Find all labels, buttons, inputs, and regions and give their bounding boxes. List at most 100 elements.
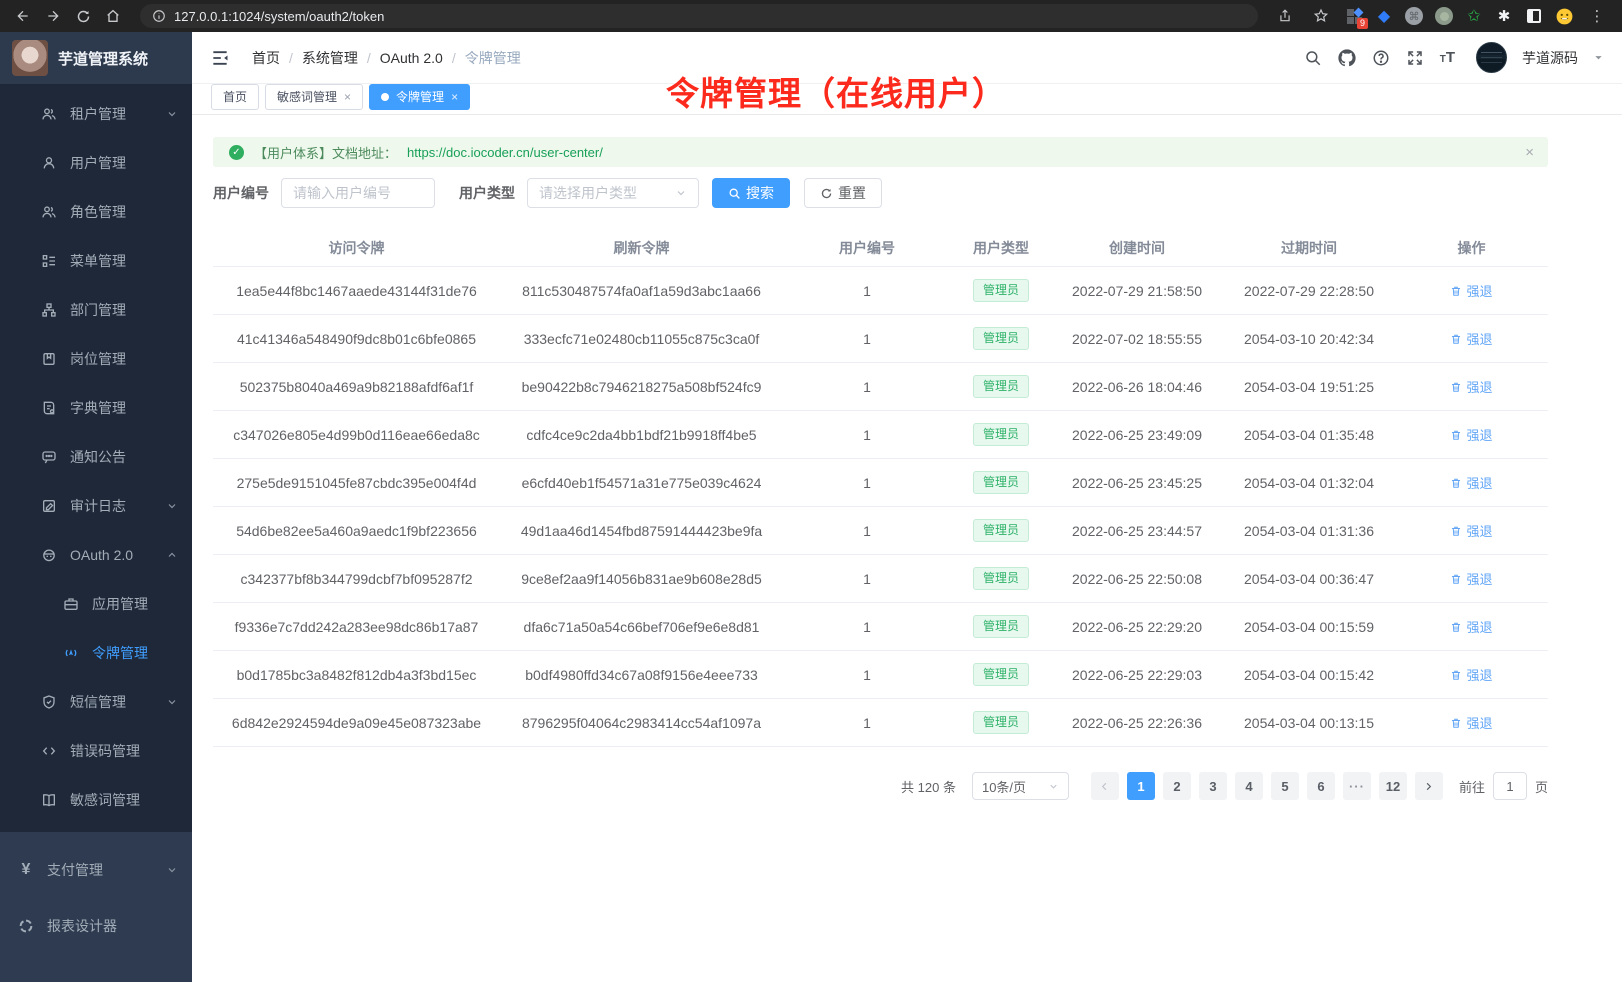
chevron-down-icon	[166, 500, 178, 512]
user-type-badge: 管理员	[972, 375, 1029, 398]
alert-text: 【用户体系】文档地址：	[254, 145, 398, 161]
expires-at-cell: 2022-07-29 22:28:50	[1244, 282, 1374, 299]
github-icon[interactable]	[1338, 48, 1357, 67]
sidebar-item-menu[interactable]: 菜单管理	[0, 236, 192, 285]
close-icon[interactable]: ×	[344, 89, 352, 104]
sidebar-item-dict[interactable]: 字典管理	[0, 383, 192, 432]
sidebar-toggle-icon[interactable]	[1524, 6, 1544, 26]
breadcrumb-system[interactable]: 系统管理	[301, 49, 358, 66]
force-logout-button[interactable]: 强退	[1450, 569, 1493, 588]
sidebar-item-oauth2[interactable]: OAuth 2.0	[0, 530, 192, 579]
page-unit-label: 页	[1534, 779, 1548, 795]
sidebar-item-tenant[interactable]: 租户管理	[0, 89, 192, 138]
page-button-5[interactable]: 5	[1270, 772, 1299, 800]
sidebar-item-sensitive-word[interactable]: 敏感词管理	[0, 775, 192, 824]
breadcrumb-oauth2[interactable]: OAuth 2.0	[379, 49, 443, 66]
force-logout-button[interactable]: 强退	[1450, 665, 1493, 684]
share-icon[interactable]	[1272, 3, 1298, 29]
sidebar-item-dept[interactable]: 部门管理	[0, 285, 192, 334]
trash-icon	[1452, 382, 1461, 392]
breadcrumb: 首页 / 系统管理 / OAuth 2.0 / 令牌管理	[252, 48, 521, 68]
reload-icon[interactable]	[70, 3, 96, 29]
doc-link[interactable]: https://doc.iocoder.cn/user-center/	[407, 144, 603, 160]
sidebar-item-pay[interactable]: ¥ 支付管理	[0, 842, 192, 898]
page-button-12[interactable]: 12	[1378, 772, 1407, 800]
sidebar-item-role[interactable]: 角色管理	[0, 187, 192, 236]
created-at-cell: 2022-06-25 22:26:36	[1072, 714, 1202, 731]
close-icon[interactable]: ×	[451, 89, 459, 104]
address-bar[interactable]: 127.0.0.1:1024/system/oauth2/token	[140, 4, 1258, 28]
reset-button[interactable]: 重置	[804, 178, 882, 208]
force-logout-button[interactable]: 强退	[1450, 329, 1493, 348]
sidebar-item-errcode[interactable]: 错误码管理	[0, 726, 192, 775]
profile-emoji-icon[interactable]	[1554, 6, 1574, 26]
search-icon[interactable]	[1304, 48, 1323, 67]
alert-close-icon[interactable]: ×	[1525, 143, 1534, 161]
user-type-badge: 管理员	[972, 519, 1029, 542]
back-icon[interactable]	[10, 3, 36, 29]
page-button-1[interactable]: 1	[1126, 772, 1155, 800]
force-logout-button[interactable]: 强退	[1450, 713, 1493, 732]
column-header: 过期时间	[1281, 239, 1337, 256]
user-id-input[interactable]	[281, 178, 435, 208]
avatar[interactable]	[1476, 42, 1507, 73]
action-cell: 强退	[1395, 425, 1548, 444]
extension-star-icon[interactable]: ✩	[1467, 8, 1481, 25]
sidebar-item-oauth2-app[interactable]: 应用管理	[0, 579, 192, 628]
badge-icon	[41, 351, 57, 367]
table-row: c342377bf8b344799dcbf7bf095287f2 9ce8ef2…	[213, 555, 1548, 603]
refresh-token-cell: e6cfd40eb1f54571a31e775e039c4624	[521, 474, 762, 491]
tab-home[interactable]: 首页	[211, 83, 260, 110]
user-type-cell: 管理员	[951, 711, 1051, 734]
access-token-cell: f9336e7c7dd242a283ee98dc86b17a87	[234, 618, 479, 635]
force-logout-button[interactable]: 强退	[1450, 617, 1493, 636]
extension-pinwheel-icon[interactable]: ✱	[1497, 8, 1511, 25]
chevron-down-icon[interactable]	[1593, 52, 1604, 63]
force-logout-button[interactable]: 强退	[1450, 425, 1493, 444]
site-info-icon[interactable]	[152, 9, 166, 23]
sidebar-item-audit-log[interactable]: 审计日志	[0, 481, 192, 530]
action-cell: 强退	[1395, 569, 1548, 588]
force-logout-button[interactable]: 强退	[1450, 281, 1493, 300]
sidebar-item-notice[interactable]: 通知公告	[0, 432, 192, 481]
breadcrumb-home[interactable]: 首页	[252, 49, 280, 66]
page-button-4[interactable]: 4	[1234, 772, 1263, 800]
bookmark-star-icon[interactable]	[1308, 3, 1334, 29]
extension-grid-icon[interactable]: 9	[1344, 6, 1368, 29]
column-header: 操作	[1457, 239, 1486, 256]
next-page-button[interactable]	[1414, 772, 1443, 800]
sidebar-item-post[interactable]: 岗位管理	[0, 334, 192, 383]
app-logo[interactable]: 芋道管理系统	[0, 32, 192, 84]
refresh-token-cell: b0df4980ffd34c67a08f9156e4eee733	[525, 666, 758, 683]
home-icon[interactable]	[100, 3, 126, 29]
force-logout-button[interactable]: 强退	[1450, 521, 1493, 540]
sidebar-item-report-designer[interactable]: 报表设计器	[0, 898, 192, 954]
force-logout-button[interactable]: 强退	[1450, 473, 1493, 492]
user-type-select[interactable]: 请选择用户类型	[527, 178, 699, 208]
page-button-3[interactable]: 3	[1198, 772, 1227, 800]
force-logout-button[interactable]: 强退	[1450, 377, 1493, 396]
sidebar-item-oauth2-token[interactable]: 令牌管理	[0, 628, 192, 677]
font-size-icon[interactable]: TT	[1439, 48, 1455, 66]
sidebar-item-user[interactable]: 用户管理	[0, 138, 192, 187]
tab-token[interactable]: 令牌管理 ×	[369, 83, 471, 110]
more-pages-button[interactable]: ···	[1342, 772, 1371, 800]
forward-icon[interactable]	[40, 3, 66, 29]
goto-page-input[interactable]	[1492, 772, 1527, 800]
page-button-2[interactable]: 2	[1162, 772, 1191, 800]
help-icon[interactable]	[1372, 48, 1391, 67]
page-button-6[interactable]: 6	[1306, 772, 1335, 800]
tab-sensitive-word[interactable]: 敏感词管理 ×	[265, 83, 364, 110]
chrome-menu-icon[interactable]: ⋮	[1589, 8, 1605, 25]
user-id-cell: 1	[863, 282, 871, 299]
user-name[interactable]: 芋道源码	[1522, 49, 1578, 66]
extension-dot-icon[interactable]	[1434, 6, 1454, 26]
menu-fold-icon[interactable]	[210, 48, 230, 68]
extension-command-icon[interactable]: ⌘	[1404, 6, 1424, 26]
fullscreen-icon[interactable]	[1406, 48, 1425, 67]
page-size-select[interactable]: 10条/页	[971, 772, 1069, 800]
token-signal-icon	[63, 645, 79, 661]
extension-gem-icon[interactable]: ◆	[1377, 8, 1391, 25]
sidebar-item-sms[interactable]: 短信管理	[0, 677, 192, 726]
search-button[interactable]: 搜索	[712, 178, 790, 208]
